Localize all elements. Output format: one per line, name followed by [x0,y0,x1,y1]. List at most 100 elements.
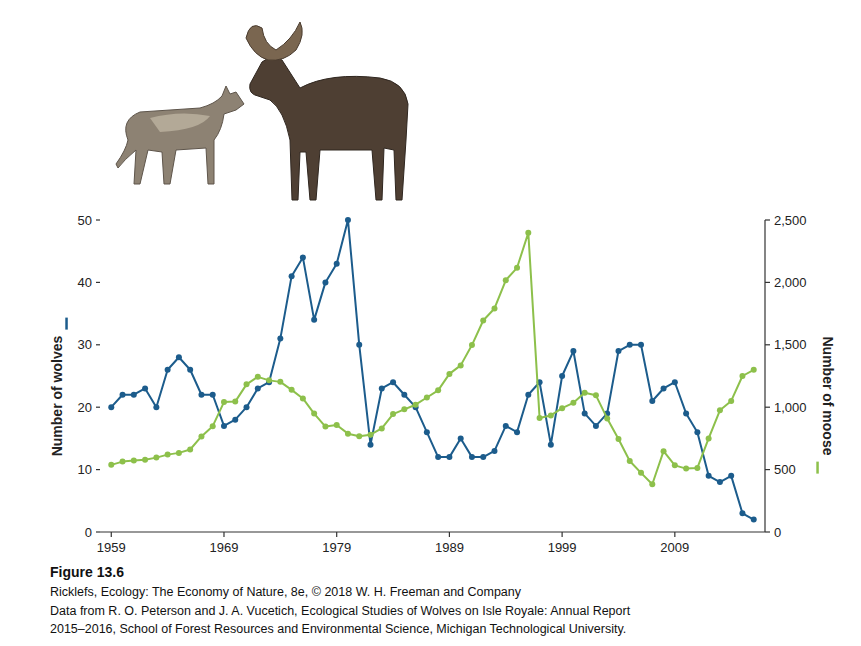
x-tick-label: 1959 [97,540,126,555]
series-point [401,392,407,398]
series-point [390,411,396,417]
series-point [165,367,171,373]
y2-tick [765,344,770,345]
series-point [638,470,644,476]
series-point [706,435,712,441]
y-tick [96,344,100,345]
y-tick-label: 40 [78,275,92,290]
series-point [120,459,126,465]
series-point [244,404,250,410]
y-tick-label: 30 [78,337,92,352]
series-point [198,433,204,439]
series-point [717,479,723,485]
series-point [751,367,757,373]
series-point [255,374,261,380]
y-tick-label: 50 [78,213,92,228]
series-point [503,423,509,429]
chart: 1959196919791989199920090102030405005001… [0,0,861,646]
series-point [368,442,374,448]
x-tick [449,532,450,537]
series-point [300,254,306,260]
series-point [627,342,633,348]
y2-tick [765,282,770,283]
series-point [491,305,497,311]
series-point [683,466,689,472]
y2-tick [765,219,770,220]
series-point [661,385,667,391]
series-point [615,436,621,442]
series-point [198,392,204,398]
y-tick [96,407,100,408]
series-point [176,450,182,456]
figure-number: Figure 13.6 [50,564,124,580]
series-point [153,455,159,461]
series-point [435,387,441,393]
axes: 1959196919791989199920090102030405005001… [78,213,807,556]
series-line [111,220,753,520]
series-point [345,217,351,223]
series-point [390,379,396,385]
series-point [187,367,193,373]
series-point [435,454,441,460]
series-point [413,402,419,408]
wolf-shape [116,86,244,184]
caption: Figure 13.6 Ricklefs, Ecology: The Econom… [50,564,631,636]
y2-tick [765,531,770,532]
series-point [221,423,227,429]
series-point [694,429,700,435]
series-point [638,342,644,348]
series-point [672,462,678,468]
series-key [65,318,68,330]
series-point [289,387,295,393]
series-point [661,448,667,454]
series-point [559,373,565,379]
plot-area [108,217,756,523]
series-point [300,395,306,401]
moose-illustration [246,22,408,200]
series-point [593,423,599,429]
series-point [548,412,554,418]
y-tick [96,282,100,283]
animal-illustrations [116,22,408,200]
series-point [582,390,588,396]
series-point [334,422,340,428]
series-point [649,398,655,404]
y-tick-label: 20 [78,400,92,415]
series-point [424,394,430,400]
series-point [706,473,712,479]
y2-tick-label: 500 [774,462,796,477]
series-point [514,265,520,271]
series-point [480,454,486,460]
wolf-illustration [116,86,244,184]
moose-shape [250,57,408,200]
y2-tick-label: 2,000 [774,275,807,290]
series-point [401,406,407,412]
y-tick-label: 10 [78,462,92,477]
series-point [525,230,531,236]
x-tick [223,532,224,537]
moose-antlers [246,22,302,60]
series-point [356,433,362,439]
series-point [232,417,238,423]
x-tick-label: 1979 [322,540,351,555]
series-point [322,424,328,430]
y-tick [96,531,100,532]
source-line: 2015–2016, School of Forest Resources an… [50,622,626,636]
series-point [289,273,295,279]
series-point [108,462,114,468]
series-point [108,404,114,410]
series-point [582,410,588,416]
series-point [559,405,565,411]
series-point [458,362,464,368]
series-point [322,279,328,285]
series-point [728,473,734,479]
y2-tick [765,407,770,408]
wolf-shade [150,113,210,132]
y2-tick [765,469,770,470]
x-tick-label: 1989 [435,540,464,555]
credit: Ricklefs, Ecology: The Economy of Nature… [50,585,522,599]
series-point [368,432,374,438]
series-point [345,431,351,437]
series-point [694,465,700,471]
x-tick [111,532,112,537]
